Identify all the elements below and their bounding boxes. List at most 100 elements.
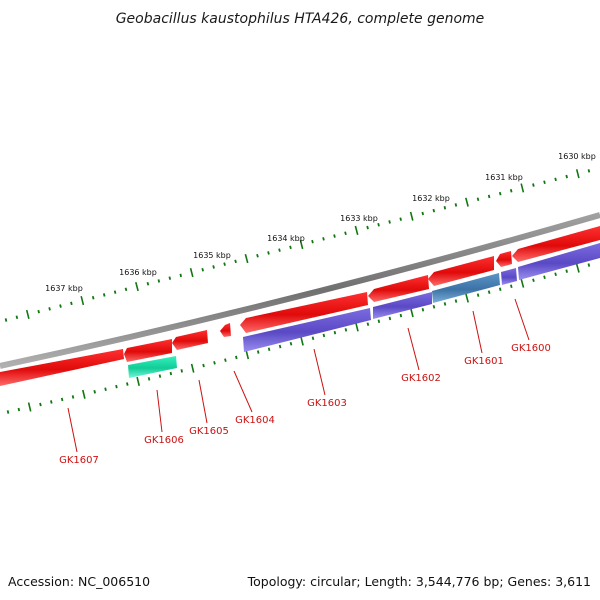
ruler-label: 1637 kbp xyxy=(45,284,83,293)
gene-label-connector xyxy=(514,298,530,341)
ruler-tick-outer xyxy=(543,180,546,185)
ruler-tick-inner xyxy=(6,410,10,414)
ruler-tick-inner xyxy=(245,350,250,360)
ruler-tick-outer xyxy=(201,267,204,272)
ruler-tick-inner xyxy=(543,275,546,280)
ruler-tick-outer xyxy=(520,183,525,193)
ruler-tick-outer xyxy=(289,245,292,250)
cds-reverse-gk1603 xyxy=(243,308,371,352)
gene-label[interactable]: GK1607 xyxy=(59,455,99,466)
ruler-tick-inner xyxy=(17,407,21,412)
ruler-tick-outer xyxy=(4,318,8,322)
gene-label-connector xyxy=(472,310,483,354)
ruler-tick-inner xyxy=(587,263,591,267)
ruler-tick-outer xyxy=(377,222,380,227)
ruler-tick-outer xyxy=(102,293,106,297)
ruler-tick-outer xyxy=(48,307,51,311)
ruler-tick-outer xyxy=(37,309,40,314)
ruler-tick-outer xyxy=(587,169,591,173)
cds-reverse-gk1602 xyxy=(373,292,432,319)
gene-label-connector xyxy=(233,370,253,413)
gene-arrow-gk1605 xyxy=(172,330,208,350)
accession-text: Accession: NC_006510 xyxy=(8,574,150,589)
ruler-tick-inner xyxy=(575,263,580,273)
ruler-tick-inner xyxy=(410,308,414,318)
ruler-tick-inner xyxy=(267,347,271,352)
gene-label-connector xyxy=(313,348,326,396)
cds-reverse-gk1600-short xyxy=(501,268,517,285)
gene-label-connector xyxy=(67,407,78,453)
ruler-label: 1634 kbp xyxy=(267,234,305,243)
ruler-tick-inner xyxy=(520,278,525,288)
ruler-tick-inner xyxy=(158,374,162,378)
ruler-tick-outer xyxy=(487,194,491,199)
ruler-tick-outer xyxy=(409,211,414,221)
ruler-tick-inner xyxy=(510,284,513,289)
ruler-tick-inner xyxy=(532,278,535,283)
gene-label[interactable]: GK1600 xyxy=(511,343,551,354)
gene-label-connector xyxy=(198,379,208,424)
cds-reverse-gk1600 xyxy=(518,243,600,280)
ruler-tick-inner xyxy=(421,307,425,312)
ruler-tick-outer xyxy=(476,197,480,202)
ruler-tick-outer xyxy=(212,265,215,269)
ruler-tick-inner xyxy=(476,293,480,297)
ruler-tick-outer xyxy=(59,304,62,308)
ruler-tick-outer xyxy=(278,248,281,252)
gene-arrow-gk1601-forward-short xyxy=(496,251,512,267)
gene-label-group: GK1600 GK1601 GK1602 GK1603 GK1604 GK1605 GK16… xyxy=(59,343,551,466)
ruler-tick-outer xyxy=(432,208,436,213)
ruler-tick-inner xyxy=(180,369,183,373)
ruler-tick-inner xyxy=(93,389,96,394)
gene-label[interactable]: GK1601 xyxy=(464,356,504,367)
ruler-tick-outer xyxy=(366,225,369,230)
ruler-tick-outer xyxy=(443,206,447,210)
ruler-tick-outer xyxy=(256,253,259,258)
ruler-label-group: 1630 kbp 1631 kbp 1632 kbp 1633 kbp 1634 kbp… xyxy=(45,152,596,293)
ruler-tick-outer xyxy=(554,177,557,182)
gene-label-connector xyxy=(407,327,420,371)
ruler-tick-inner xyxy=(278,344,282,349)
gene-label[interactable]: GK1604 xyxy=(235,415,275,426)
ruler-label: 1635 kbp xyxy=(193,251,231,260)
gene-label[interactable]: GK1606 xyxy=(144,435,184,446)
ruler-tick-inner xyxy=(344,328,348,332)
ruler-label: 1636 kbp xyxy=(119,268,157,277)
ruler-tick-outer xyxy=(244,253,249,264)
ruler-tick-inner xyxy=(169,371,173,376)
ruler-tick-outer xyxy=(124,287,128,292)
ruler-tick-inner xyxy=(224,358,227,362)
ruler-tick-inner xyxy=(399,313,403,318)
gene-label[interactable]: GK1605 xyxy=(189,426,229,437)
ruler-tick-inner xyxy=(190,363,195,373)
ruler-tick-inner xyxy=(202,363,205,368)
ruler-tick-outer xyxy=(454,203,458,207)
rna-feature-gk1606 xyxy=(128,356,177,378)
ruler-tick-inner xyxy=(487,290,491,294)
ruler-tick-outer xyxy=(575,169,580,179)
ruler-tick-outer xyxy=(399,217,402,221)
ruler-tick-outer xyxy=(168,276,172,280)
gene-label[interactable]: GK1602 xyxy=(401,373,441,384)
ruler-tick-outer xyxy=(223,262,226,266)
gene-label-connector-group xyxy=(67,298,530,453)
ruler-tick-inner xyxy=(27,402,32,412)
ruler-tick-inner xyxy=(82,389,86,399)
ruler-tick-outer xyxy=(189,268,194,278)
ruler-tick-inner xyxy=(289,341,293,346)
ruler-tick-inner xyxy=(60,397,64,402)
genome-backbone xyxy=(0,212,600,369)
ruler-tick-inner xyxy=(432,305,436,309)
ruler-tick-inner xyxy=(104,387,107,391)
gene-label[interactable]: GK1603 xyxy=(307,398,347,409)
ruler-tick-inner xyxy=(377,319,381,324)
ruler-tick-outer xyxy=(565,174,568,179)
ruler-tick-inner xyxy=(256,350,260,354)
ruler-tick-inner xyxy=(355,322,359,332)
ruler-tick-outer xyxy=(322,237,325,241)
ruler-tick-outer xyxy=(509,188,513,193)
ruler-tick-inner xyxy=(213,361,216,365)
ruler-tick-inner xyxy=(366,322,370,326)
ruler-tick-inner xyxy=(565,269,568,273)
